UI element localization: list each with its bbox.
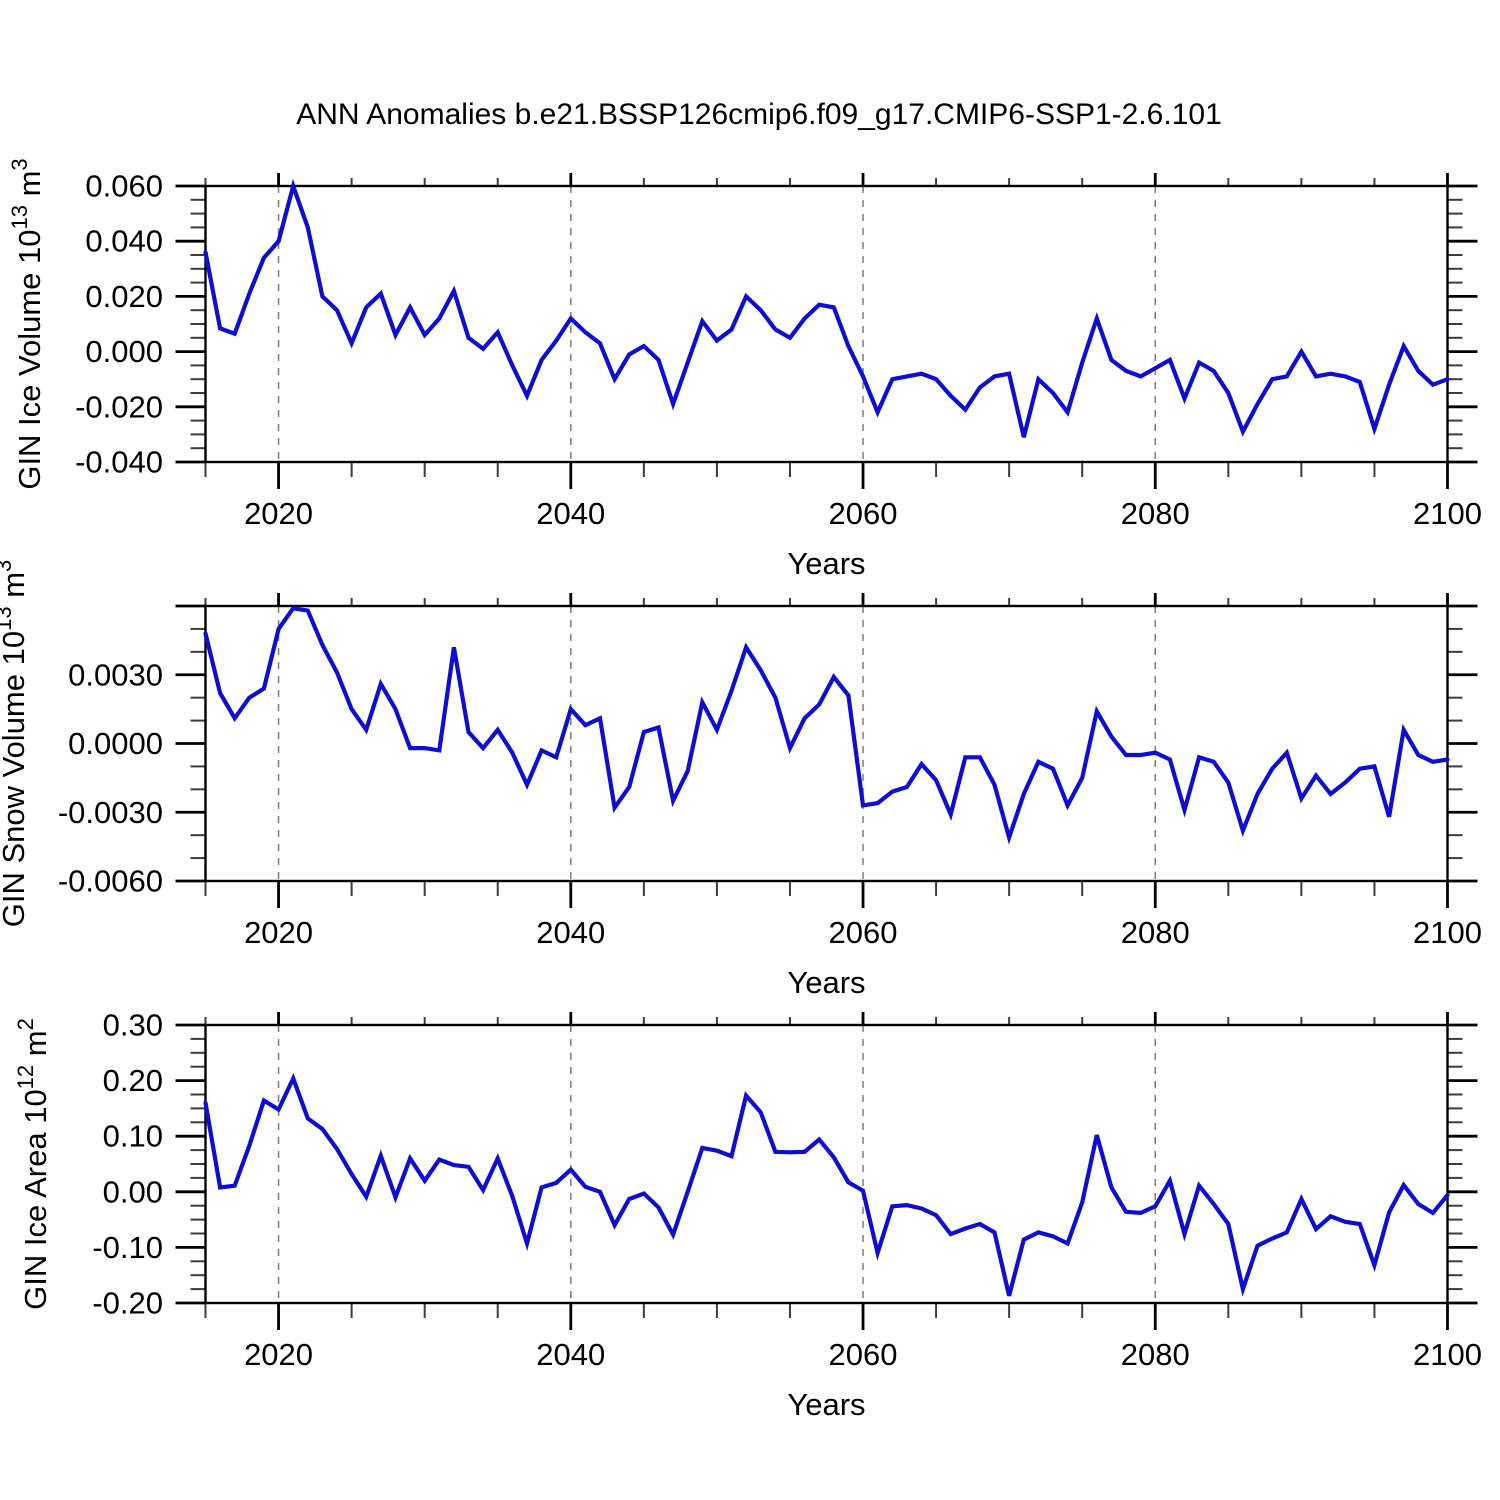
plot-frame (204, 184, 1449, 464)
y-tick-label: 0.040 (85, 224, 163, 259)
x-tick-label: 2020 (244, 1337, 313, 1372)
x-tick-label: 2100 (1413, 915, 1482, 950)
series-line-gin-snow-volume (203, 606, 1450, 845)
series-line-gin-ice-area (203, 1072, 1450, 1297)
plot-frame (204, 604, 1449, 883)
y-tick-label: 0.0000 (68, 726, 163, 761)
plot-frame (204, 1023, 1449, 1305)
y-tick-label: 0.00 (103, 1174, 163, 1209)
y-tick-label: 0.10 (103, 1119, 163, 1154)
y-axis-title-gin-ice-area: GIN Ice Area 1012 m2 (13, 1018, 53, 1310)
y-tick-label: -0.10 (92, 1230, 163, 1265)
x-axis-title: Years (787, 965, 865, 1000)
x-axis-title: Years (787, 1387, 865, 1422)
x-tick-label: 2080 (1121, 915, 1190, 950)
series-line-gin-ice-volume (203, 178, 1450, 438)
x-tick-label: 2020 (244, 915, 313, 950)
chart-title: ANN Anomalies b.e21.BSSP126cmip6.f09_g17… (296, 98, 1222, 131)
y-tick-label: 0.0030 (68, 657, 163, 692)
y-tick-label: -0.0060 (58, 864, 163, 899)
y-tick-label: -0.20 (92, 1286, 163, 1321)
x-tick-label: 2040 (536, 496, 605, 531)
x-tick-label: 2060 (829, 496, 898, 531)
y-tick-label: 0.30 (103, 1008, 163, 1043)
y-tick-label: 0.060 (85, 169, 163, 204)
x-tick-label: 2060 (829, 915, 898, 950)
y-tick-label: 0.20 (103, 1063, 163, 1098)
y-axis-title-gin-ice-volume: GIN Ice Volume 1013 m3 (7, 158, 47, 489)
x-tick-label: 2040 (536, 915, 605, 950)
y-tick-label: 0.000 (85, 334, 163, 369)
x-tick-label: 2040 (536, 1337, 605, 1372)
x-tick-label: 2020 (244, 496, 313, 531)
y-tick-label: -0.020 (75, 389, 163, 424)
x-tick-label: 2080 (1121, 496, 1190, 531)
x-tick-label: 2060 (829, 1337, 898, 1372)
y-tick-label: -0.040 (75, 445, 163, 480)
x-tick-label: 2100 (1413, 1337, 1482, 1372)
x-axis-title: Years (787, 546, 865, 581)
y-tick-label: -0.0030 (58, 795, 163, 830)
x-tick-label: 2080 (1121, 1337, 1190, 1372)
y-tick-label: 0.020 (85, 279, 163, 314)
y-axis-title-gin-snow-volume: GIN Snow Volume 1013 m3 (0, 560, 31, 928)
x-tick-label: 2100 (1413, 496, 1482, 531)
